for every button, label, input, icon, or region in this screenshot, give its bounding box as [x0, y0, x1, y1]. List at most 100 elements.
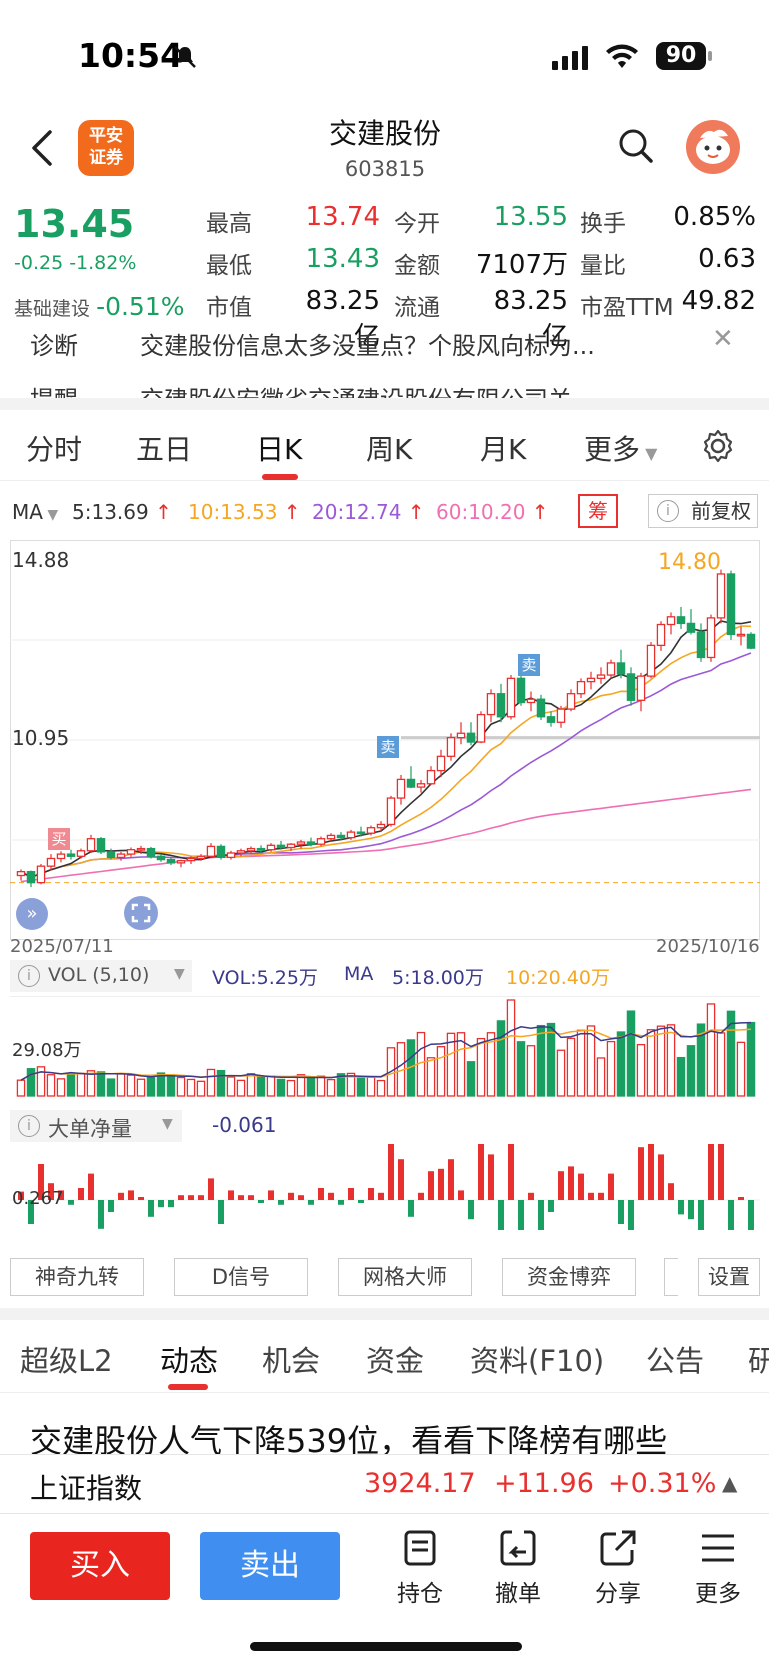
stock-code: 603815: [344, 157, 426, 181]
volume-bar: [336, 1073, 346, 1097]
candle-body: [196, 855, 206, 860]
tab-wuri[interactable]: 五日: [136, 433, 193, 466]
more-icon: [702, 1534, 734, 1562]
indicator-fund-game[interactable]: 资金博弈: [502, 1258, 636, 1296]
dadan-bar: [588, 1192, 594, 1200]
kline-chart[interactable]: [10, 540, 760, 940]
dadan-bar: [108, 1200, 114, 1212]
dadan-selector[interactable]: i 大单净量 ▼: [10, 1110, 182, 1142]
tool-cancel-order[interactable]: 撤单: [478, 1528, 558, 1608]
ma10-text: 10:13.53: [188, 500, 278, 524]
back-arrow-icon[interactable]: [26, 128, 60, 168]
dadan-bar: [398, 1159, 404, 1200]
quote-value: 83.25亿: [305, 286, 380, 352]
date-end: 2025/10/16: [656, 936, 760, 957]
gear-icon[interactable]: [700, 428, 736, 464]
volume-bar: [116, 1073, 126, 1097]
volume-bar: [456, 1032, 466, 1097]
tab-dongtai[interactable]: 动态: [160, 1344, 219, 1378]
dadan-bar: [458, 1190, 464, 1200]
ma20-text: 20:12.74: [312, 500, 402, 524]
adjust-selector[interactable]: i 前复权: [648, 494, 758, 528]
indicator-grid-master[interactable]: 网格大师: [338, 1258, 472, 1296]
volume-bar: [646, 1029, 656, 1097]
indicator-settings[interactable]: 设置: [698, 1258, 760, 1296]
sector-info[interactable]: 基础建设 -0.51%: [14, 292, 185, 321]
index-pct: +0.31%: [608, 1468, 717, 1499]
tool-holdings[interactable]: 持仓: [380, 1528, 460, 1608]
candle-body: [626, 673, 636, 701]
active-tab-underline: [168, 1384, 208, 1390]
tab-super-l2[interactable]: 超级L2: [20, 1344, 113, 1378]
tab-zhouk[interactable]: 周K: [366, 433, 413, 466]
scroll-start-icon[interactable]: »: [16, 898, 48, 930]
dadan-bar: [198, 1195, 204, 1200]
tab-rik[interactable]: 日K: [256, 433, 303, 466]
ma60-line: [20, 788, 752, 883]
search-icon[interactable]: [618, 128, 654, 164]
quote-label: 最高: [206, 211, 252, 237]
vol-selector[interactable]: i VOL (5,10) ▼: [10, 960, 192, 992]
tool-share[interactable]: 分享: [578, 1528, 658, 1608]
candle-body: [676, 616, 686, 625]
dadan-bar: [608, 1173, 614, 1200]
tab-more[interactable]: 更多 ▼: [584, 428, 657, 468]
sector-name: 基础建设: [14, 298, 91, 320]
candle-body: [256, 847, 266, 851]
volume-bar: [326, 1078, 336, 1097]
volume-bar: [736, 1041, 746, 1097]
dadan-bar: [498, 1200, 504, 1230]
dadan-bar: [658, 1154, 664, 1200]
index-bar[interactable]: 上证指数 3924.17 +11.96 +0.31% ▲: [0, 1454, 769, 1514]
volume-bar: [346, 1072, 356, 1097]
indicator-d-signal[interactable]: D信号: [174, 1258, 308, 1296]
tab-jihui[interactable]: 机会: [262, 1344, 321, 1378]
candle-body: [686, 622, 696, 633]
volume-bar: [466, 1061, 476, 1097]
volume-bar: [546, 1022, 556, 1097]
tab-gonggao[interactable]: 公告: [646, 1344, 705, 1378]
dadan-bar: [358, 1200, 364, 1203]
indicator-more[interactable]: [664, 1258, 678, 1296]
tab-fenshi[interactable]: 分时: [26, 433, 83, 466]
dadan-bar: [418, 1192, 424, 1200]
tool-more[interactable]: 更多: [678, 1528, 758, 1608]
quote-label: 今开: [394, 211, 440, 237]
expand-icon[interactable]: [124, 896, 158, 930]
tab-zijin[interactable]: 资金: [366, 1344, 425, 1378]
quote-value: 7107万: [475, 250, 568, 280]
tab-research[interactable]: 研: [748, 1344, 769, 1378]
volume-bar: [506, 999, 516, 1097]
candle-body: [416, 783, 426, 788]
volume-bar: [656, 1025, 666, 1097]
sell-button[interactable]: 卖出: [200, 1532, 340, 1600]
ma-selector[interactable]: MA ▼: [12, 500, 58, 524]
candle-body: [536, 698, 546, 718]
expand-up-icon[interactable]: ▲: [722, 1471, 738, 1495]
tab-f10[interactable]: 资料(F10): [470, 1344, 605, 1378]
broker-logo: 平安 证券: [78, 120, 134, 176]
volume-bar: [476, 1037, 486, 1097]
assistant-avatar-icon[interactable]: [686, 120, 740, 174]
indicator-jiuzhuan[interactable]: 神奇九转: [10, 1258, 144, 1296]
volume-bar: [216, 1069, 226, 1097]
quote-value: 13.43: [305, 244, 380, 274]
volume-bar: [296, 1074, 306, 1097]
buy-button[interactable]: 买入: [30, 1532, 170, 1600]
battery-icon: 90: [656, 42, 706, 70]
volume-bar: [66, 1073, 76, 1097]
volume-bar: [316, 1075, 326, 1097]
up-arrow-icon: ↑: [277, 500, 301, 524]
volume-bar: [166, 1074, 176, 1097]
candle-body: [456, 732, 466, 739]
news-headline[interactable]: 交建股份人气下降539位，看看下降榜有哪些: [30, 1422, 668, 1460]
dadan-chart: [10, 1144, 760, 1230]
sell-signal-tag: 卖: [518, 654, 540, 676]
tab-yuek[interactable]: 月K: [480, 433, 527, 466]
info-ticker[interactable]: 诊断 交建股份信息太多没重点？个股风向标为... ✕ 提醒 交建股份安徽省交通建…: [0, 324, 769, 404]
quote-label: 量比: [580, 253, 626, 279]
close-icon[interactable]: ✕: [712, 324, 734, 354]
dadan-bar: [528, 1192, 534, 1200]
chip-distribution-button[interactable]: 筹: [578, 494, 618, 528]
dadan-bar: [718, 1144, 724, 1200]
